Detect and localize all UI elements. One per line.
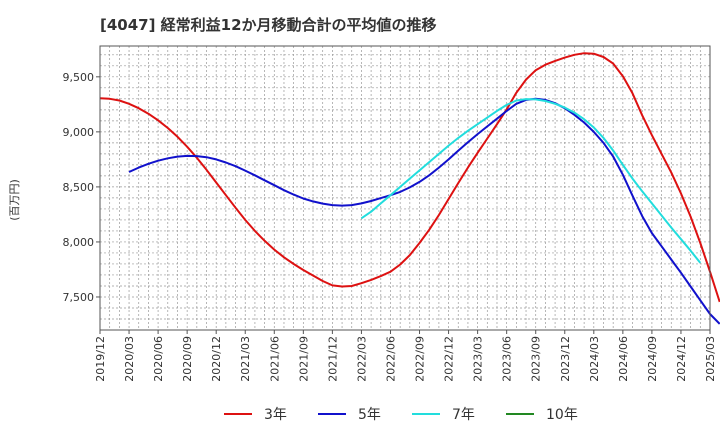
series-line-2 (128, 97, 720, 325)
y-axis-ticks: 7,500 8,000 8,500 9,000 9,500 (63, 71, 100, 304)
series-lines (99, 52, 720, 325)
x-tick-label: 2024/03 (588, 336, 601, 382)
legend-label-3: 7年 (452, 407, 475, 423)
x-tick-label: 2025/03 (704, 336, 717, 382)
y-tick-label: 8,000 (63, 236, 95, 249)
chart-title: [4047] 経常利益12か月移動合計の平均値の推移 (100, 16, 437, 34)
series-line-1 (99, 52, 720, 303)
x-tick-label: 2023/12 (559, 336, 572, 382)
x-tick-label: 2021/03 (239, 336, 252, 382)
plot-background (100, 46, 710, 330)
y-tick-label: 9,000 (63, 126, 95, 139)
x-tick-label: 2022/12 (443, 336, 456, 382)
y-tick-label: 7,500 (63, 291, 95, 304)
x-tick-label: 2022/06 (384, 336, 397, 382)
x-tick-label: 2022/09 (414, 336, 427, 382)
y-tick-label: 9,500 (63, 71, 95, 84)
plot-frame (99, 45, 711, 331)
x-tick-label: 2023/09 (530, 336, 543, 382)
legend: 3年 5年 7年 10年 (224, 407, 578, 423)
x-tick-label: 2024/09 (646, 336, 659, 382)
grid-lines (99, 46, 711, 331)
x-tick-label: 2020/03 (123, 336, 136, 382)
x-tick-label: 2020/06 (152, 336, 165, 382)
x-tick-label: 2021/06 (268, 336, 281, 382)
x-tick-label: 2023/06 (501, 336, 514, 382)
x-tick-label: 2019/12 (94, 336, 107, 382)
legend-label-4: 10年 (546, 407, 578, 423)
x-tick-label: 2021/12 (326, 336, 339, 382)
x-tick-label: 2020/12 (210, 336, 223, 382)
legend-label-2: 5年 (358, 407, 381, 423)
x-tick-label: 2023/03 (472, 336, 485, 382)
x-tick-label: 2024/06 (617, 336, 630, 382)
x-tick-label: 2022/03 (355, 336, 368, 382)
series-line-3 (360, 98, 702, 264)
x-tick-label: 2020/09 (181, 336, 194, 382)
x-tick-label: 2024/12 (675, 336, 688, 382)
x-tick-label: 2021/09 (297, 336, 310, 382)
legend-label-1: 3年 (264, 407, 287, 423)
y-axis-label: (百万円) (8, 179, 21, 221)
y-tick-label: 8,500 (63, 181, 95, 194)
x-axis-ticks: 2019/12 2020/03 2020/06 2020/09 2020/12 2021/… (94, 330, 717, 382)
